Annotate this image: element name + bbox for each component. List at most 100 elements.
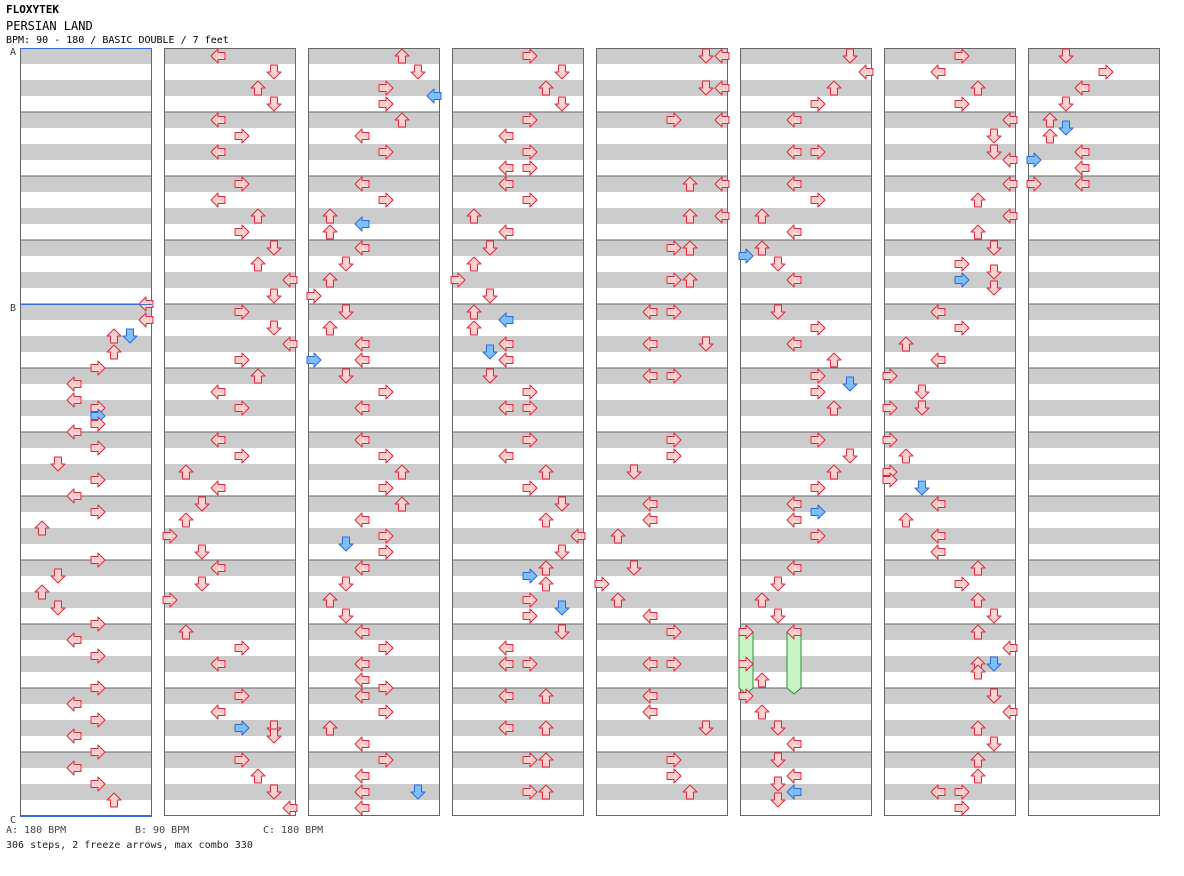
step-arrow bbox=[354, 656, 370, 672]
step-arrow bbox=[306, 288, 322, 304]
step-arrow bbox=[970, 192, 986, 208]
step-arrow bbox=[642, 512, 658, 528]
step-arrow bbox=[378, 752, 394, 768]
step-column bbox=[884, 48, 1016, 816]
step-arrow bbox=[522, 112, 538, 128]
step-arrow bbox=[50, 456, 66, 472]
step-arrow bbox=[970, 752, 986, 768]
step-arrow bbox=[930, 64, 946, 80]
step-column bbox=[164, 48, 296, 816]
step-arrow bbox=[210, 432, 226, 448]
step-arrow bbox=[666, 432, 682, 448]
step-column bbox=[740, 48, 872, 816]
step-arrow bbox=[498, 336, 514, 352]
step-arrow bbox=[810, 528, 826, 544]
step-arrow bbox=[482, 288, 498, 304]
step-arrow bbox=[970, 664, 986, 680]
step-arrow bbox=[642, 656, 658, 672]
step-arrow bbox=[234, 752, 250, 768]
step-arrow bbox=[498, 224, 514, 240]
step-arrow bbox=[378, 144, 394, 160]
step-arrow bbox=[466, 256, 482, 272]
step-arrow-offbeat bbox=[842, 376, 858, 392]
step-arrow bbox=[1042, 128, 1058, 144]
step-arrow bbox=[970, 624, 986, 640]
step-arrow bbox=[210, 480, 226, 496]
step-arrow bbox=[826, 352, 842, 368]
step-arrow bbox=[210, 704, 226, 720]
step-arrow bbox=[1058, 48, 1074, 64]
step-arrow bbox=[66, 424, 82, 440]
step-arrow bbox=[682, 784, 698, 800]
step-arrow bbox=[466, 208, 482, 224]
step-arrow bbox=[986, 736, 1002, 752]
step-arrow bbox=[930, 528, 946, 544]
step-arrow-offbeat bbox=[234, 720, 250, 736]
step-arrow bbox=[90, 504, 106, 520]
step-arrow bbox=[882, 432, 898, 448]
step-arrow bbox=[522, 48, 538, 64]
step-arrow bbox=[626, 560, 642, 576]
bpm-legend-b: B: 90 BPM bbox=[135, 825, 190, 836]
step-arrow bbox=[786, 768, 802, 784]
step-arrow bbox=[610, 528, 626, 544]
step-arrow bbox=[930, 352, 946, 368]
step-arrow bbox=[178, 512, 194, 528]
step-arrow bbox=[786, 112, 802, 128]
step-arrow bbox=[178, 624, 194, 640]
step-arrow bbox=[954, 256, 970, 272]
step-arrow bbox=[682, 272, 698, 288]
step-arrow bbox=[754, 208, 770, 224]
step-arrow bbox=[666, 112, 682, 128]
step-arrow bbox=[338, 368, 354, 384]
step-arrow bbox=[930, 496, 946, 512]
step-arrow bbox=[282, 336, 298, 352]
step-arrow bbox=[162, 592, 178, 608]
step-arrow bbox=[354, 736, 370, 752]
step-arrow bbox=[786, 336, 802, 352]
step-arrow bbox=[282, 272, 298, 288]
step-arrow bbox=[250, 208, 266, 224]
step-arrow bbox=[882, 472, 898, 488]
step-column bbox=[596, 48, 728, 816]
step-arrow bbox=[898, 448, 914, 464]
step-arrow bbox=[354, 240, 370, 256]
step-arrow bbox=[498, 640, 514, 656]
step-arrow bbox=[322, 320, 338, 336]
step-arrow bbox=[986, 144, 1002, 160]
step-arrow bbox=[642, 336, 658, 352]
step-arrow bbox=[162, 528, 178, 544]
step-arrow bbox=[826, 464, 842, 480]
step-arrow bbox=[498, 176, 514, 192]
step-arrow bbox=[90, 440, 106, 456]
step-arrow bbox=[1074, 144, 1090, 160]
step-arrow bbox=[954, 96, 970, 112]
step-arrow-offbeat bbox=[914, 480, 930, 496]
step-arrow bbox=[250, 80, 266, 96]
step-arrow bbox=[378, 544, 394, 560]
step-arrow-offbeat bbox=[1026, 152, 1042, 168]
step-arrow-offbeat bbox=[554, 600, 570, 616]
step-arrow bbox=[378, 640, 394, 656]
step-arrow bbox=[1074, 80, 1090, 96]
step-arrow bbox=[234, 128, 250, 144]
step-arrow bbox=[858, 64, 874, 80]
section-marker-a: A bbox=[10, 47, 17, 58]
step-arrow bbox=[554, 96, 570, 112]
step-arrow bbox=[642, 304, 658, 320]
step-arrow bbox=[754, 240, 770, 256]
step-arrow bbox=[826, 400, 842, 416]
step-arrow bbox=[482, 368, 498, 384]
step-arrow bbox=[554, 64, 570, 80]
step-arrow bbox=[378, 528, 394, 544]
step-arrow bbox=[1002, 640, 1018, 656]
step-arrow bbox=[898, 336, 914, 352]
step-arrow bbox=[378, 480, 394, 496]
step-arrow bbox=[234, 304, 250, 320]
step-arrow bbox=[970, 560, 986, 576]
step-arrow bbox=[234, 688, 250, 704]
step-arrow bbox=[90, 616, 106, 632]
step-arrow-offbeat bbox=[522, 568, 538, 584]
step-arrow bbox=[786, 272, 802, 288]
step-arrow bbox=[786, 624, 802, 640]
